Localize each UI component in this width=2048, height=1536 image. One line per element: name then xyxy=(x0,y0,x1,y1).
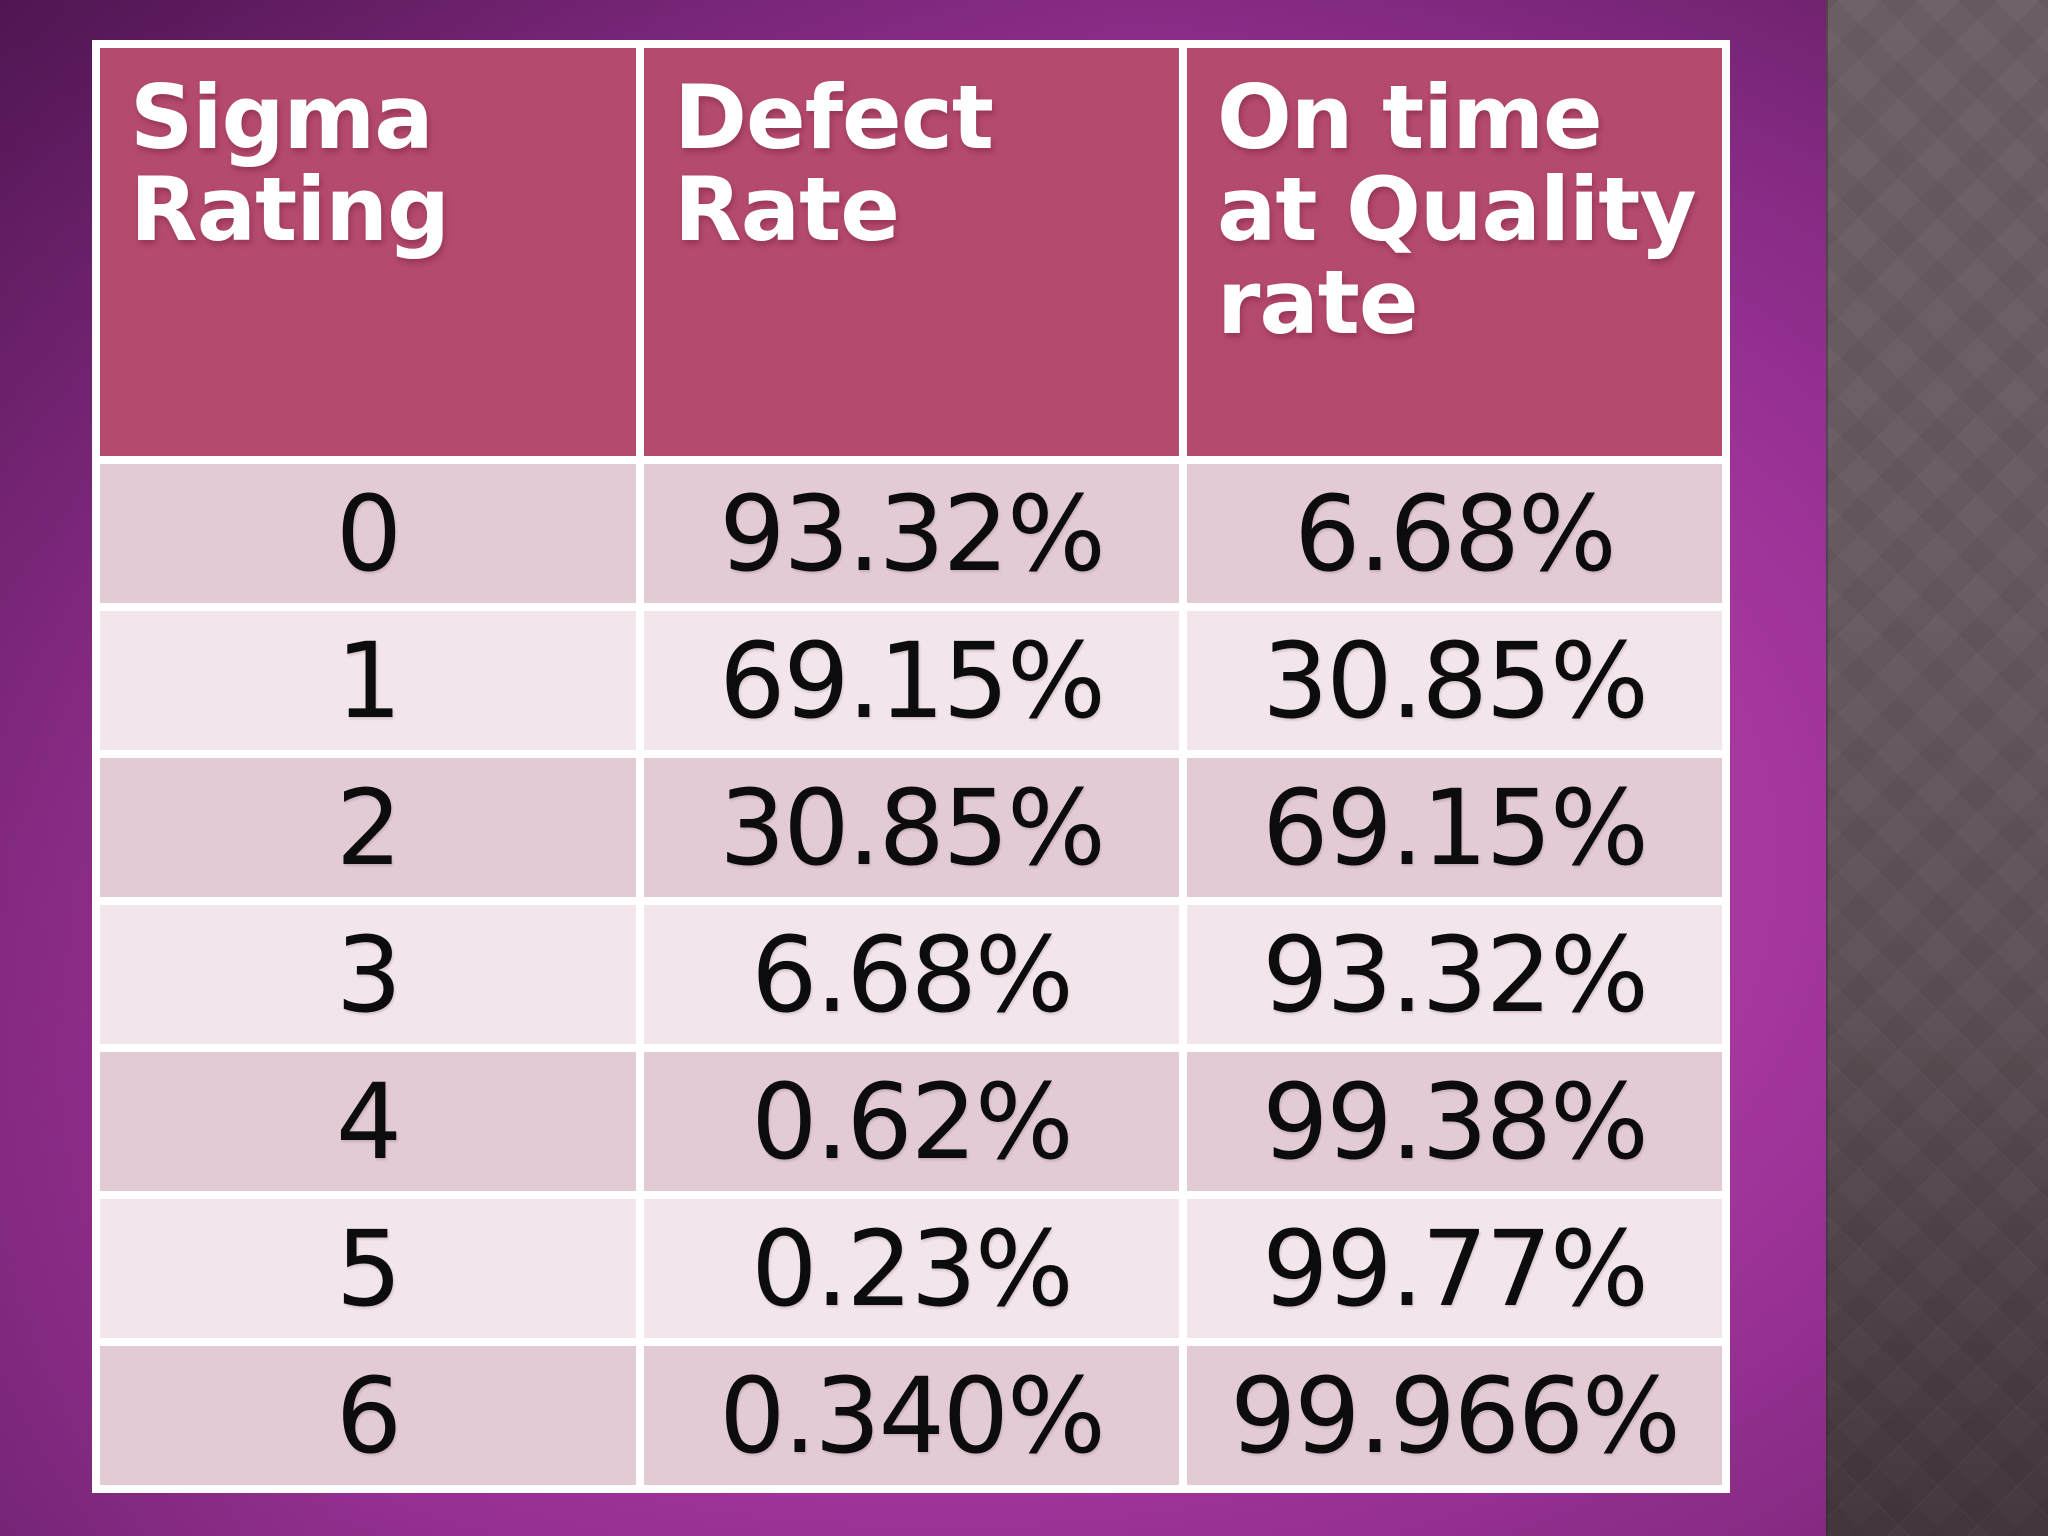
cell-defect-2: 30.85% xyxy=(644,758,1179,897)
sigma-rating-table: Sigma Rating Defect Rate On time at Qual… xyxy=(92,40,1730,1493)
right-texture-panel xyxy=(1826,0,2048,1536)
cell-defect-3: 6.68% xyxy=(644,905,1179,1044)
table-header-row: Sigma Rating Defect Rate On time at Qual… xyxy=(100,48,1722,456)
cell-defect-1: 69.15% xyxy=(644,611,1179,750)
table-row-sigma-4: 4 0.62% 99.38% xyxy=(100,1052,1722,1191)
table-row-sigma-2: 2 30.85% 69.15% xyxy=(100,758,1722,897)
cell-defect-5: 0.23% xyxy=(644,1199,1179,1338)
cell-quality-6: 99.966% xyxy=(1187,1346,1722,1485)
cell-defect-4: 0.62% xyxy=(644,1052,1179,1191)
cell-sigma-5: 5 xyxy=(100,1199,636,1338)
cell-sigma-0: 0 xyxy=(100,464,636,603)
cell-sigma-3: 3 xyxy=(100,905,636,1044)
cell-sigma-1: 1 xyxy=(100,611,636,750)
cell-sigma-6: 6 xyxy=(100,1346,636,1485)
cell-quality-2: 69.15% xyxy=(1187,758,1722,897)
header-cell-defect-rate: Defect Rate xyxy=(644,48,1179,456)
cell-sigma-4: 4 xyxy=(100,1052,636,1191)
table-row-sigma-3: 3 6.68% 93.32% xyxy=(100,905,1722,1044)
cell-defect-6: 0.340% xyxy=(644,1346,1179,1485)
table-row-sigma-5: 5 0.23% 99.77% xyxy=(100,1199,1722,1338)
table-row-sigma-6: 6 0.340% 99.966% xyxy=(100,1346,1722,1485)
header-cell-sigma-rating: Sigma Rating xyxy=(100,48,636,456)
cell-quality-5: 99.77% xyxy=(1187,1199,1722,1338)
table-row-sigma-1: 1 69.15% 30.85% xyxy=(100,611,1722,750)
cell-quality-0: 6.68% xyxy=(1187,464,1722,603)
cell-quality-4: 99.38% xyxy=(1187,1052,1722,1191)
header-cell-on-time-quality-rate: On time at Quality rate xyxy=(1187,48,1722,456)
cell-quality-1: 30.85% xyxy=(1187,611,1722,750)
table-row-sigma-0: 0 93.32% 6.68% xyxy=(100,464,1722,603)
cell-sigma-2: 2 xyxy=(100,758,636,897)
cell-defect-0: 93.32% xyxy=(644,464,1179,603)
cell-quality-3: 93.32% xyxy=(1187,905,1722,1044)
